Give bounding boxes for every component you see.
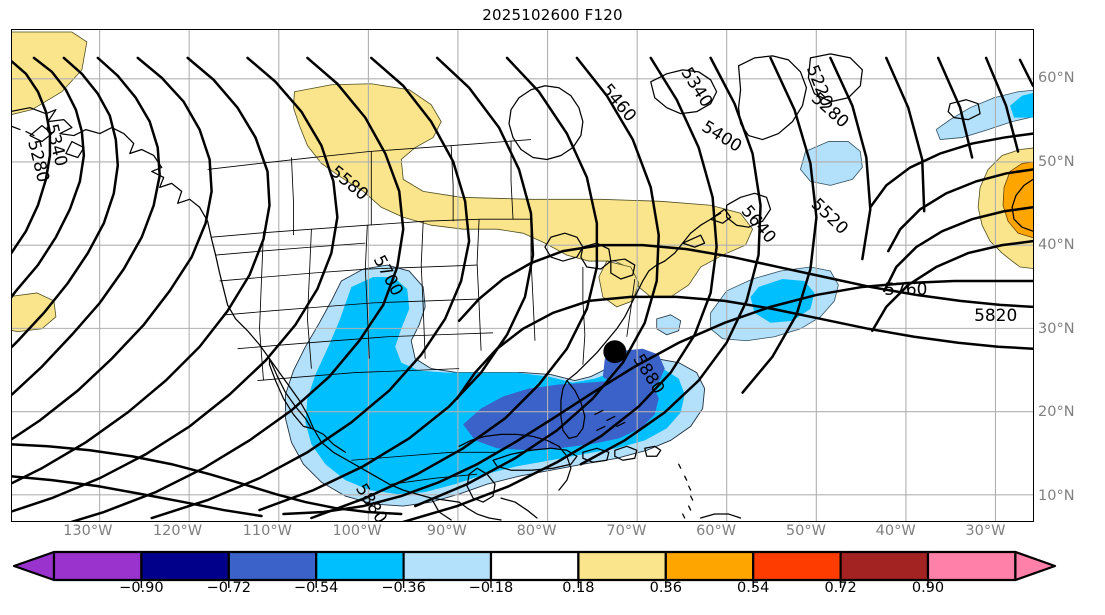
cbar-seg-5 <box>402 550 493 582</box>
map-state-borders <box>207 139 636 485</box>
lon-tick-70w: 70°W <box>606 523 647 539</box>
lon-tick-110w: 110°W <box>242 523 292 539</box>
cbar-seg-3 <box>227 550 318 582</box>
colorbar-container: −0.90 −0.72 −0.54 −0.36 −0.18 0.18 0.36 … <box>0 548 1105 612</box>
gridlines <box>12 30 1033 521</box>
shade-negative-mid-atlantic-dot <box>656 314 682 336</box>
lat-tick-20n: 20°N <box>1038 404 1075 421</box>
cbar-seg-4 <box>315 550 405 582</box>
lon-tick-120w: 120°W <box>152 523 203 539</box>
cbar-seg-9 <box>752 550 842 582</box>
lon-tick-130w: 130°W <box>63 523 113 539</box>
cbar-tick-label-7: 0.54 <box>737 580 770 596</box>
map-canvas: 5280 5340 5340 5400 5460 5220 5280 5520 … <box>12 30 1033 521</box>
lon-tick-100w: 100°W <box>332 523 382 539</box>
height-contours <box>12 56 1033 521</box>
colorbar-ticks <box>140 580 929 588</box>
cbar-seg-6 <box>489 550 580 582</box>
cbar-seg-2 <box>140 550 230 582</box>
shade-positive-northeast-us <box>598 260 640 308</box>
lon-tick-90w: 90°W <box>426 523 467 539</box>
lat-tick-10n: 10°N <box>1038 487 1075 504</box>
lat-tick-50n: 50°N <box>1038 153 1075 170</box>
latitude-axis: 60°N 50°N 40°N 30°N 20°N 10°N <box>1038 29 1104 522</box>
lon-tick-80w: 80°W <box>516 523 557 539</box>
page-title: 2025102600 F120 <box>482 6 623 24</box>
cbar-seg-1 <box>52 550 143 582</box>
cbar-seg-11 <box>926 550 1017 582</box>
longitude-axis: 130°W 120°W 110°W 100°W 90°W 80°W 70°W 6… <box>11 523 1034 545</box>
contour-label-5820: 5820 <box>974 305 1017 325</box>
cbar-tick-label-9: 0.90 <box>911 580 945 596</box>
lon-tick-50w: 50°W <box>785 523 826 539</box>
lat-tick-60n: 60°N <box>1038 70 1075 86</box>
shade-positive-canada-band <box>293 83 754 298</box>
cbar-tick-label-6: 0.36 <box>649 580 682 596</box>
contour-label-5760: 5760 <box>884 279 927 299</box>
lon-tick-40w: 40°W <box>875 523 916 539</box>
shade-negative-far-north-atlantic-core <box>1010 92 1033 118</box>
cbar-tick-label-1: −0.72 <box>206 580 252 596</box>
cbar-extend-left <box>12 550 56 582</box>
shade-positive-east-atlantic-inner <box>1002 161 1033 239</box>
lat-tick-40n: 40°N <box>1038 237 1075 254</box>
shade-positive-west-pacific-32n <box>12 292 57 333</box>
cbar-tick-label-5: 0.18 <box>562 580 595 596</box>
cbar-tick-label-8: 0.72 <box>824 580 857 596</box>
lat-tick-30n: 30°N <box>1038 320 1075 337</box>
storm-position-marker[interactable] <box>603 340 627 364</box>
cbar-seg-10 <box>839 550 930 582</box>
lon-tick-60w: 60°W <box>696 523 737 539</box>
cbar-seg-7 <box>577 550 667 582</box>
colorbar-svg[interactable] <box>0 548 1105 612</box>
cbar-tick-label-2: −0.54 <box>293 580 339 596</box>
cbar-tick-label-4: −0.18 <box>468 580 514 596</box>
shade-negative-far-north-atlantic <box>935 89 1033 140</box>
contour-label-5400: 5400 <box>699 116 746 156</box>
cbar-seg-8 <box>664 550 755 582</box>
lon-tick-30w: 30°W <box>965 523 1006 539</box>
cbar-tick-label-0: −0.90 <box>119 580 164 596</box>
cbar-tick-label-3: −0.36 <box>381 580 426 596</box>
shade-positive-nw-pacific <box>12 31 88 115</box>
colorbar-segments <box>12 550 1057 582</box>
map-plot-area: 5280 5340 5340 5400 5460 5220 5280 5520 … <box>11 29 1034 522</box>
contour-label-5340: 5340 <box>677 63 717 110</box>
cbar-extend-right <box>1014 550 1057 582</box>
